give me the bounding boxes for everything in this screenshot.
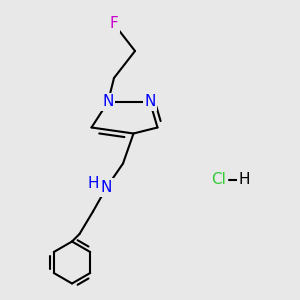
Text: F: F: [110, 16, 118, 32]
Text: N: N: [102, 94, 114, 110]
Text: H: H: [87, 176, 99, 190]
Text: Cl: Cl: [212, 172, 226, 188]
Text: N: N: [144, 94, 156, 110]
Text: H: H: [239, 172, 250, 188]
Text: N: N: [101, 180, 112, 195]
